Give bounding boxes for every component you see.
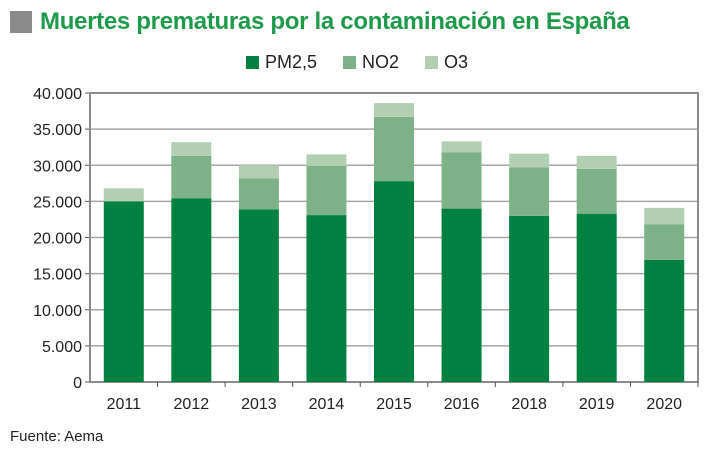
- legend-swatch: [245, 56, 259, 69]
- bar-PM2,5-2014: [306, 215, 347, 382]
- bar-NO2-2019: [576, 168, 617, 214]
- x-tick-label: 2020: [646, 396, 682, 413]
- title-block: Muertes prematuras por la contaminación …: [10, 8, 630, 36]
- bar-NO2-2020: [644, 224, 685, 260]
- x-tick-label: 2013: [241, 396, 277, 413]
- x-tick-label: 2014: [309, 396, 345, 413]
- legend-item: O3: [425, 52, 468, 73]
- bar-O3-2018: [509, 153, 550, 168]
- legend-label: PM2,5: [264, 52, 317, 72]
- chart-title: Muertes prematuras por la contaminación …: [40, 8, 630, 35]
- y-tick-label: 10.000: [33, 303, 82, 320]
- bar-PM2,5-2011: [103, 201, 144, 382]
- bar-O3-2019: [576, 155, 617, 169]
- bar-O3-2016: [441, 141, 482, 153]
- bar-NO2-2018: [509, 167, 550, 216]
- bar-NO2-2014: [306, 165, 347, 216]
- x-tick-label: 2015: [376, 396, 412, 413]
- y-tick-label: 25.000: [33, 194, 82, 211]
- legend: PM2,5 NO2 O3: [0, 52, 714, 73]
- x-tick-label: 2016: [444, 396, 480, 413]
- y-tick-label: 0: [73, 375, 82, 392]
- bar-O3-2020: [644, 207, 685, 225]
- bar-O3-2015: [374, 103, 414, 117]
- y-tick-label: 15.000: [33, 267, 82, 284]
- bar-PM2,5-2012: [171, 198, 212, 382]
- x-tick-label: 2018: [511, 396, 547, 413]
- y-tick-label: 35.000: [33, 122, 82, 139]
- bar-PM2,5-2015: [374, 181, 414, 382]
- legend-item: PM2,5: [245, 52, 317, 73]
- y-tick-label: 40.000: [33, 86, 82, 103]
- legend-label: NO2: [362, 52, 400, 72]
- legend-swatch: [425, 56, 439, 69]
- title-square-icon: [10, 11, 32, 33]
- x-tick-label: 2019: [579, 396, 615, 413]
- x-tick-label: 2011: [107, 396, 142, 413]
- bar-PM2,5-2019: [576, 213, 617, 382]
- legend-label: O3: [444, 52, 469, 72]
- bar-PM2,5-2018: [509, 215, 550, 382]
- bar-O3-2013: [238, 165, 279, 179]
- bar-PM2,5-2013: [238, 209, 279, 382]
- source-note: Fuente: Aema: [10, 428, 104, 445]
- bar-NO2-2013: [238, 178, 279, 210]
- bar-O3-2014: [306, 154, 347, 166]
- bar-NO2-2016: [441, 152, 482, 209]
- bar-NO2-2012: [171, 155, 212, 199]
- bar-NO2-2015: [374, 116, 414, 182]
- y-tick-label: 20.000: [33, 231, 82, 248]
- bar-PM2,5-2016: [441, 208, 482, 382]
- y-tick-label: 30.000: [33, 158, 82, 175]
- bar-PM2,5-2020: [644, 259, 685, 382]
- bar-O3-2011: [103, 188, 144, 202]
- bar-O3-2012: [171, 142, 212, 156]
- y-tick-label: 5.000: [42, 339, 82, 356]
- legend-swatch: [343, 56, 356, 69]
- x-tick-label: 2012: [174, 396, 210, 413]
- legend-item: NO2: [343, 52, 399, 73]
